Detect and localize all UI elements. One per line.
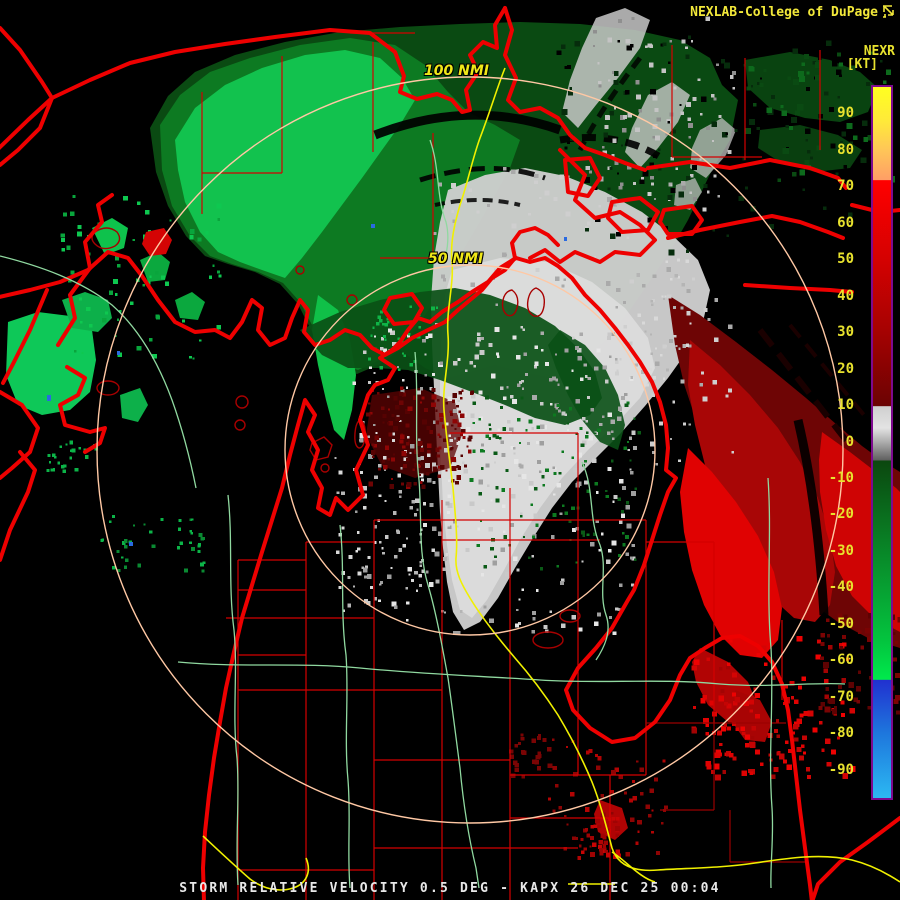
range-ring-50nmi bbox=[284, 264, 656, 636]
colorbar-tick-40: 40 bbox=[837, 287, 854, 304]
status-bar-text: STORM RELATIVE VELOCITY 0.5 DEG - KAPX 2… bbox=[179, 881, 721, 896]
range-ring-label-50nmi: 50 NMI bbox=[428, 251, 484, 267]
colorbar-tick-0: 0 bbox=[845, 433, 854, 450]
colorbar-tick-70: 70 bbox=[837, 178, 854, 195]
colorbar-product-label: NEXR bbox=[863, 44, 895, 59]
velocity-colorbar-gradient bbox=[873, 87, 891, 798]
colorbar-tick-10: 10 bbox=[837, 397, 854, 414]
primary-roads bbox=[202, 67, 900, 891]
colorbar-tick--20: -20 bbox=[828, 506, 854, 523]
flag-arrow-icon bbox=[883, 5, 894, 18]
colorbar-tick-50: 50 bbox=[837, 251, 854, 268]
colorbar-tick-20: 20 bbox=[837, 360, 854, 377]
colorbar-tick--50: -50 bbox=[828, 615, 854, 632]
brand-title: NEXLAB-College of DuPage bbox=[690, 5, 878, 20]
shorelines bbox=[0, 6, 900, 900]
colorbar-tick--40: -40 bbox=[828, 579, 854, 596]
colorbar-tick-60: 60 bbox=[837, 214, 854, 231]
velocity-inbound-darkgreen-overlay bbox=[300, 288, 625, 450]
secondary-roads bbox=[0, 139, 846, 889]
velocity-outbound-red-region bbox=[366, 295, 900, 840]
colorbar-tick--70: -70 bbox=[828, 688, 854, 705]
range-ring-label-100nmi: 100 NMI bbox=[424, 63, 489, 79]
colorbar-tick--90: -90 bbox=[828, 761, 854, 778]
colorbar-tick-30: 30 bbox=[837, 324, 854, 341]
colorbar-tick-80: 80 bbox=[837, 141, 854, 158]
range-rings bbox=[96, 76, 844, 824]
colorbar-tick--10: -10 bbox=[828, 469, 854, 486]
colorbar-tick--60: -60 bbox=[828, 652, 854, 669]
colorbar-tick--30: -30 bbox=[828, 542, 854, 559]
colorbar-units-label: [KT] bbox=[846, 57, 878, 72]
county-boundaries-dark bbox=[646, 722, 806, 863]
blue-velocity-specks bbox=[47, 224, 567, 546]
colorbar-tick-90: 90 bbox=[837, 105, 854, 122]
inland-lake-outlines bbox=[91, 227, 581, 649]
range-ring-100nmi bbox=[96, 76, 844, 824]
velocity-colorbar bbox=[871, 85, 893, 800]
colorbar-tick--80: -80 bbox=[828, 725, 854, 742]
